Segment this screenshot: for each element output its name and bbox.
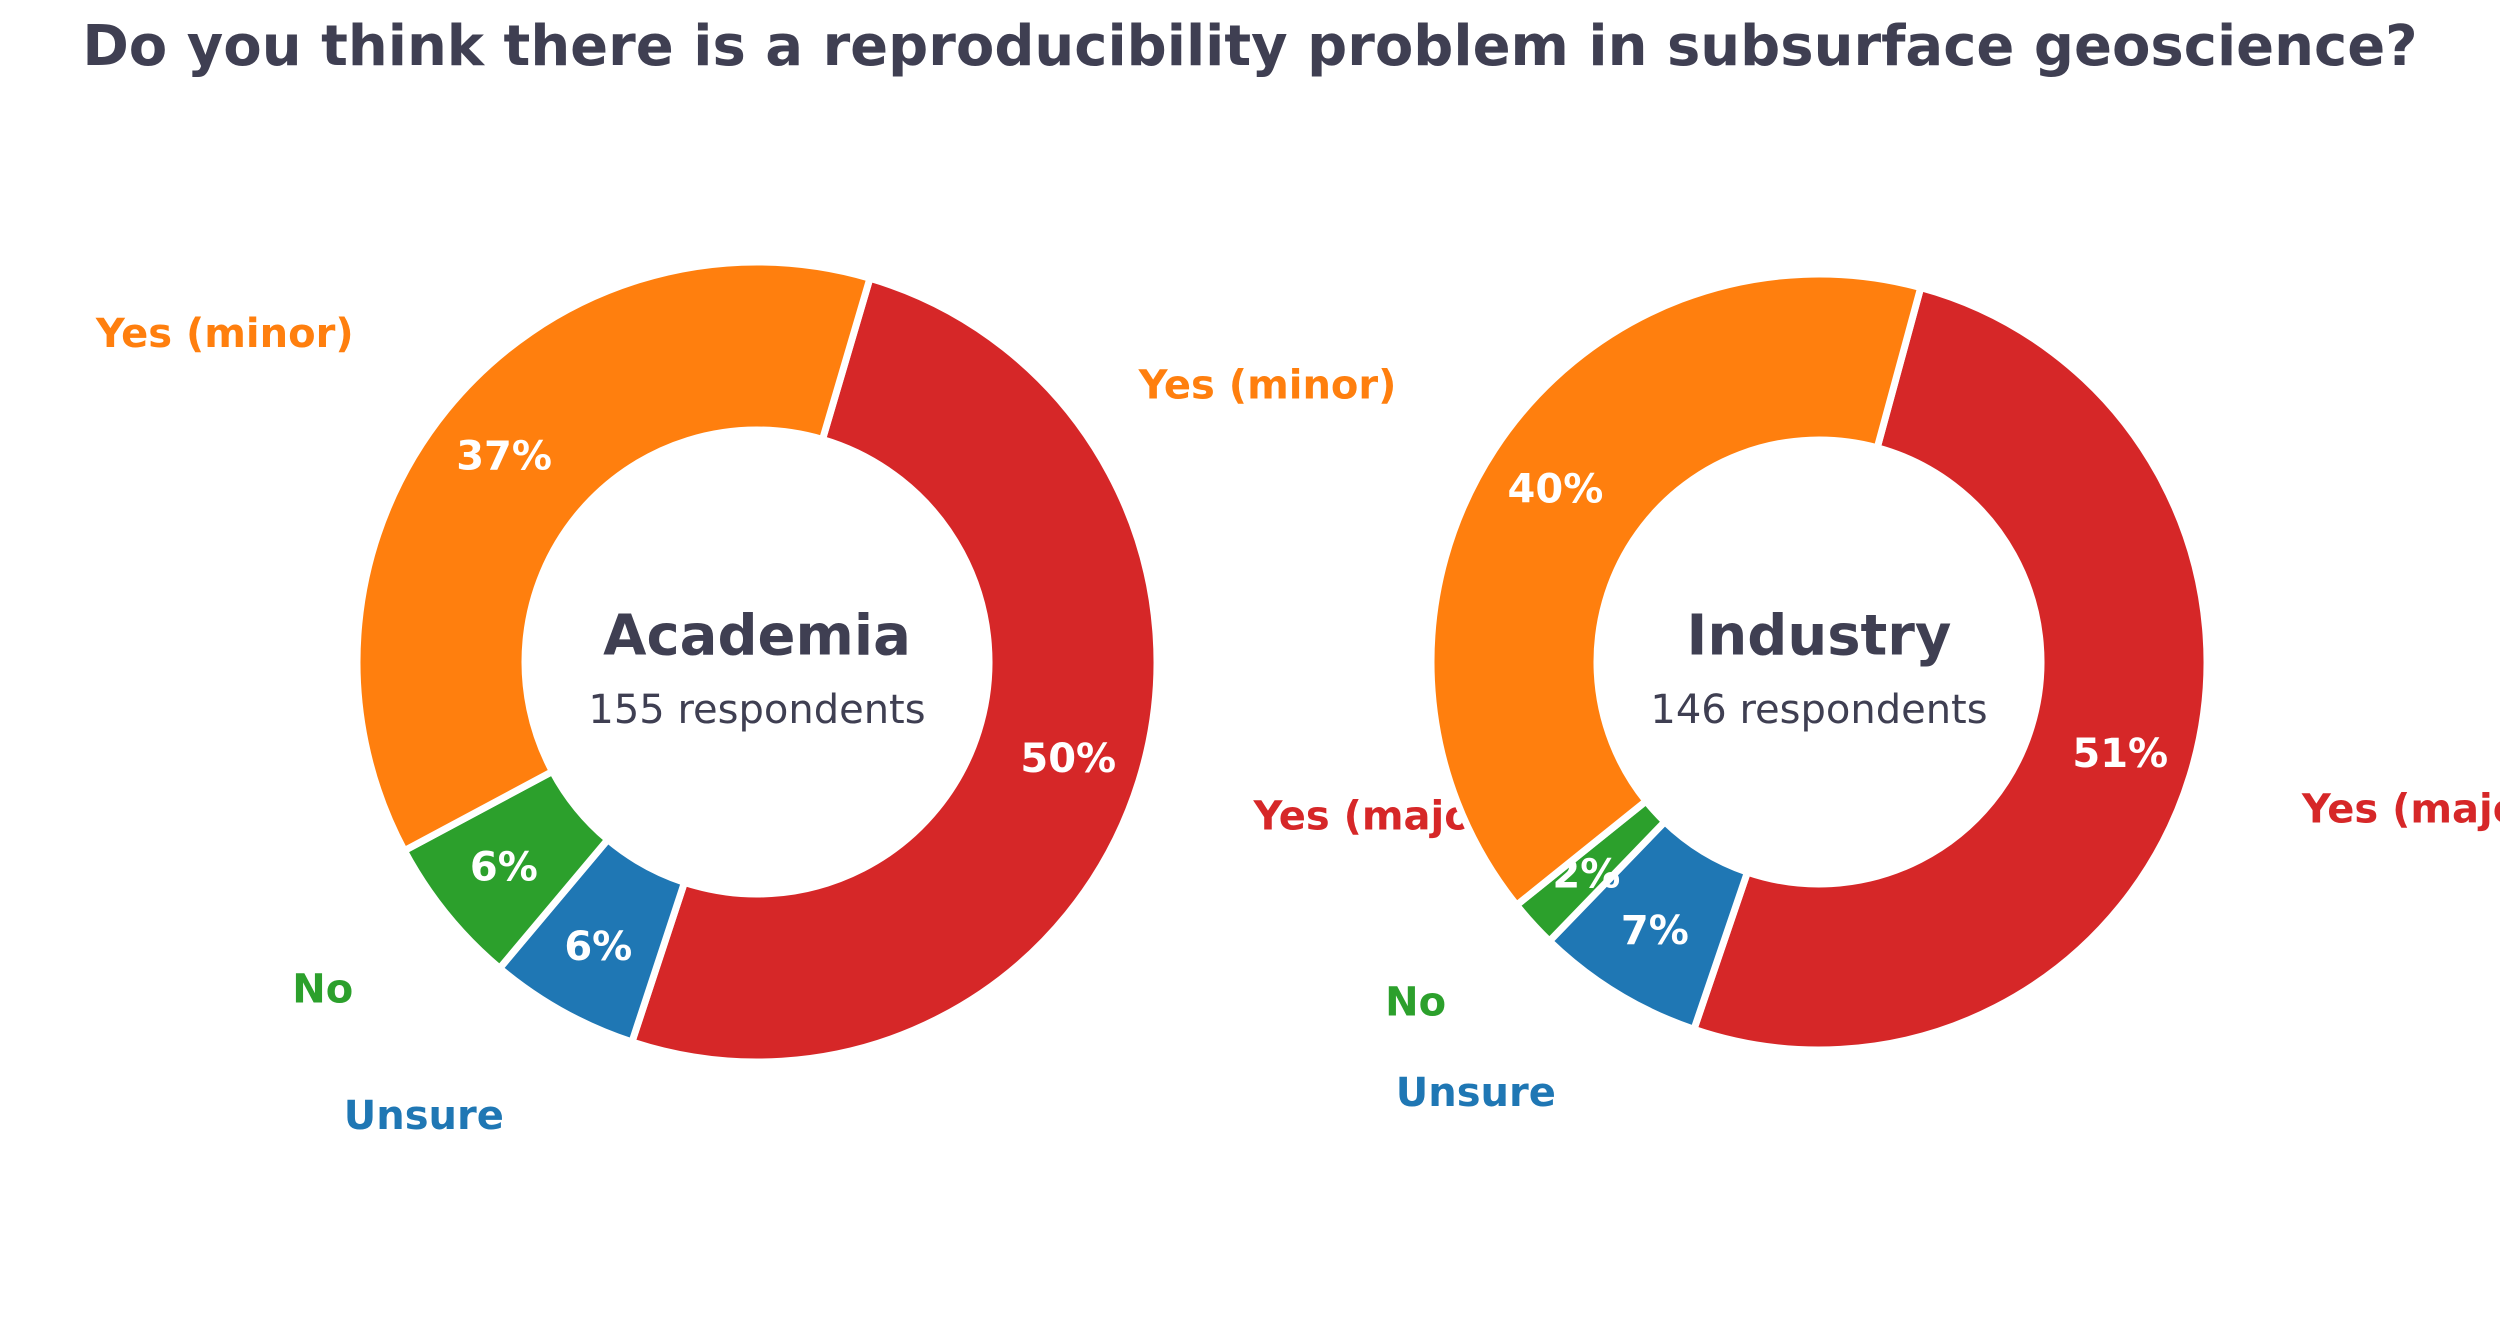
slice-yes-minor (1427, 270, 1926, 911)
slice-label-yes-minor: Yes (minor) (1138, 362, 1397, 408)
slice-label-unsure: Unsure (1396, 1070, 1556, 1116)
center-subtitle: 155 respondents (588, 687, 925, 733)
pct-label-unsure: 6% (564, 924, 632, 970)
center-title: Industry (1687, 604, 1952, 669)
pct-label-no: 6% (470, 844, 538, 890)
slice-label-no: No (292, 967, 353, 1013)
slice-yes-minor (353, 258, 875, 856)
slice-label-unsure: Unsure (344, 1093, 504, 1139)
slice-label-yes-minor: Yes (minor) (95, 311, 354, 357)
slice-label-yes-major: Yes (major) (2301, 787, 2500, 833)
center-title: Academia (603, 604, 911, 669)
pct-label-yes-major: 51% (2072, 731, 2168, 777)
chart-title: Do you think there is a reproducibility … (82, 14, 2418, 79)
pct-label-yes-minor: 37% (456, 433, 552, 479)
pct-label-yes-minor: 40% (1508, 467, 1604, 513)
slice-yes-major (1689, 283, 2211, 1054)
slice-yes-major (627, 273, 1161, 1066)
pct-label-yes-major: 50% (1020, 736, 1116, 782)
center-subtitle: 146 respondents (1650, 687, 1987, 733)
pct-label-unsure: 7% (1621, 908, 1689, 954)
slice-label-no: No (1385, 980, 1446, 1026)
